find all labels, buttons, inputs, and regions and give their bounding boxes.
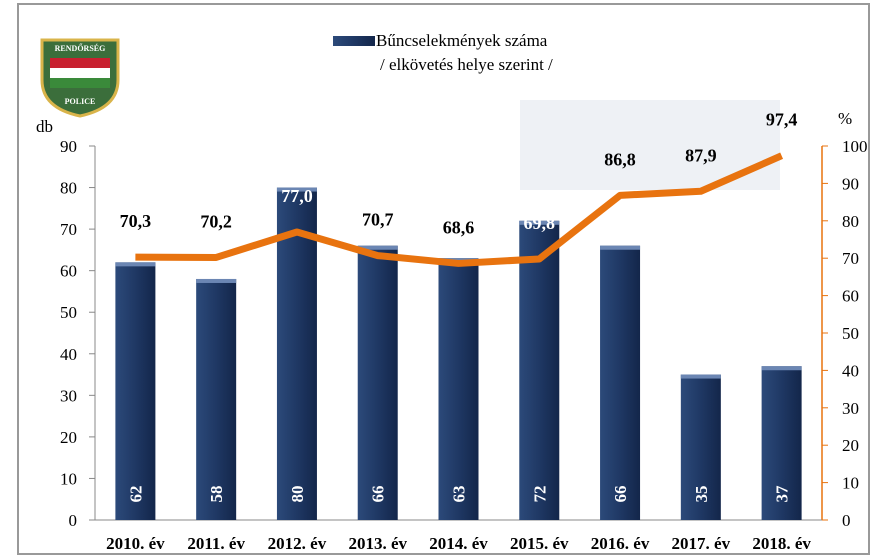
y-tick-label: 20 bbox=[60, 428, 77, 447]
bar bbox=[519, 220, 560, 521]
bar bbox=[196, 278, 237, 520]
bar-value-label: 62 bbox=[126, 486, 145, 503]
line-value-label: 69,8 bbox=[524, 213, 556, 233]
bar bbox=[276, 187, 317, 521]
frame bbox=[17, 3, 870, 555]
legend-swatch bbox=[333, 36, 375, 46]
bar-cap bbox=[761, 366, 802, 371]
logo-stripe bbox=[50, 78, 110, 88]
y-axis-label: db bbox=[36, 117, 53, 136]
x-tick-label: 2017. év bbox=[672, 534, 731, 553]
x-tick-label: 2015. év bbox=[510, 534, 569, 553]
bar-value-label: 80 bbox=[288, 486, 307, 503]
y-tick-label: 50 bbox=[60, 303, 77, 322]
y-tick-label: 0 bbox=[69, 511, 78, 530]
y2-tick-label: 0 bbox=[842, 511, 851, 530]
line-value-label: 86,8 bbox=[604, 149, 636, 169]
x-tick-label: 2016. év bbox=[591, 534, 650, 553]
line-value-label: 87,9 bbox=[685, 145, 717, 165]
x-tick-label: 2010. év bbox=[106, 534, 165, 553]
y2-tick-label: 30 bbox=[842, 399, 859, 418]
y2-axis-label: % bbox=[838, 109, 852, 128]
bar-value-label: 35 bbox=[692, 486, 711, 503]
x-tick-label: 2011. év bbox=[187, 534, 245, 553]
line-value-label: 70,3 bbox=[120, 211, 152, 231]
y-tick-label: 30 bbox=[60, 386, 77, 405]
bar-cap bbox=[519, 220, 560, 225]
y2-tick-label: 20 bbox=[842, 436, 859, 455]
bar bbox=[680, 374, 721, 520]
y2-tick-label: 10 bbox=[842, 474, 859, 493]
y-tick-label: 60 bbox=[60, 262, 77, 281]
bar-cap bbox=[196, 278, 237, 283]
y2-tick-label: 60 bbox=[842, 287, 859, 306]
y2-tick-label: 80 bbox=[842, 212, 859, 231]
legend-label: Bűncselekmények száma bbox=[376, 31, 548, 50]
line-value-label: 97,4 bbox=[766, 110, 798, 130]
bar-value-label: 66 bbox=[611, 486, 630, 503]
logo-stripe bbox=[50, 68, 110, 78]
bar-value-label: 58 bbox=[207, 486, 226, 503]
y-tick-label: 10 bbox=[60, 469, 77, 488]
logo-text: POLICE bbox=[65, 97, 96, 106]
bar bbox=[761, 366, 802, 520]
line-value-label: 68,6 bbox=[443, 217, 475, 237]
line-value-label: 70,7 bbox=[362, 210, 394, 230]
x-tick-label: 2013. év bbox=[348, 534, 407, 553]
bar-value-label: 37 bbox=[773, 485, 792, 503]
y2-tick-label: 50 bbox=[842, 324, 859, 343]
logo: RENDŐRSÉG POLICE bbox=[40, 38, 120, 118]
y2-tick-label: 90 bbox=[842, 174, 859, 193]
bar-cap bbox=[680, 374, 721, 379]
x-tick-label: 2012. év bbox=[268, 534, 327, 553]
y2-tick-label: 40 bbox=[842, 361, 859, 380]
bar bbox=[600, 245, 641, 520]
y-tick-label: 90 bbox=[60, 137, 77, 156]
line bbox=[135, 152, 784, 267]
bar-cap bbox=[357, 245, 398, 250]
bar-value-label: 72 bbox=[530, 486, 549, 503]
bar bbox=[438, 258, 479, 520]
x-tick-label: 2018. év bbox=[752, 534, 811, 553]
y-tick-label: 80 bbox=[60, 179, 77, 198]
legend-note: / elkövetés helye szerint / bbox=[380, 55, 553, 74]
line-value-label: 70,2 bbox=[200, 211, 232, 231]
bar-cap bbox=[115, 262, 156, 267]
bar-value-label: 66 bbox=[369, 486, 388, 503]
bar-cap bbox=[600, 245, 641, 250]
bar bbox=[357, 245, 398, 520]
y-tick-label: 40 bbox=[60, 345, 77, 364]
line-value-label: 77,0 bbox=[281, 186, 313, 206]
y2-tick-label: 70 bbox=[842, 249, 859, 268]
logo-text: RENDŐRSÉG bbox=[55, 43, 106, 53]
logo-stripe bbox=[50, 58, 110, 68]
x-tick-label: 2014. év bbox=[429, 534, 488, 553]
y2-tick-label: 100 bbox=[842, 137, 868, 156]
bar-cap bbox=[276, 187, 317, 192]
bar bbox=[115, 262, 156, 520]
bar-value-label: 63 bbox=[450, 486, 469, 503]
y-tick-label: 70 bbox=[60, 220, 77, 239]
